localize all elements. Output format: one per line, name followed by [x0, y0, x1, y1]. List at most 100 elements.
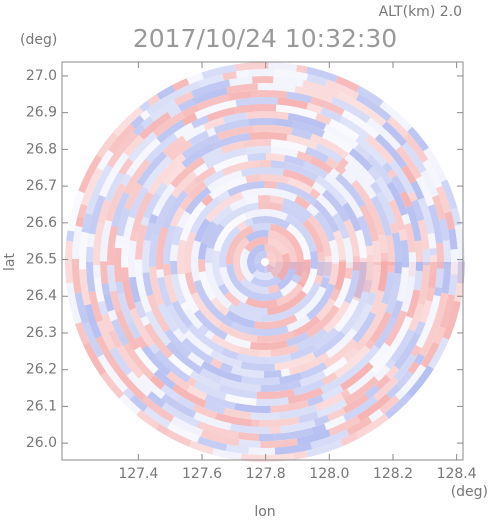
echo-cell — [100, 220, 113, 262]
y-tick-label: 27.0 — [26, 68, 57, 84]
echo-cell — [286, 331, 310, 347]
echo-cell — [381, 121, 407, 147]
echo-cell — [258, 433, 275, 441]
echo-cell — [138, 111, 172, 140]
echo-cell — [398, 228, 408, 241]
echo-cell — [201, 147, 223, 163]
echo-cell — [196, 94, 230, 111]
echo-cell — [259, 416, 300, 427]
echo-cell — [180, 301, 190, 312]
echo-cell — [260, 380, 302, 392]
echo-cell — [103, 293, 115, 312]
echo-cell — [420, 170, 439, 198]
echo-cell — [265, 153, 286, 162]
echo-cell — [309, 188, 321, 200]
echo-cell — [201, 64, 236, 79]
echo-cell — [181, 133, 220, 159]
echo-cell — [104, 171, 125, 202]
echo-cell — [85, 184, 103, 215]
echo-cell — [199, 368, 222, 384]
echo-cell — [292, 120, 325, 138]
echo-cell — [232, 236, 250, 283]
echo-cell — [234, 403, 271, 414]
echo-cell — [120, 173, 132, 187]
echo-cell — [167, 422, 200, 443]
echo-cell — [305, 139, 318, 150]
echo-cell — [139, 100, 152, 112]
y-unit: (deg) — [20, 32, 57, 48]
echo-cell — [384, 393, 412, 419]
echo-cell — [128, 240, 137, 278]
echo-cell — [251, 223, 271, 232]
echo-cell — [248, 117, 275, 126]
echo-cell — [400, 364, 427, 394]
echo-cell — [368, 342, 390, 367]
echo-cell — [245, 297, 279, 308]
echo-cell — [172, 78, 190, 92]
echo-cell — [177, 210, 191, 229]
echo-cell — [413, 353, 425, 366]
echo-cell — [311, 181, 327, 195]
echo-cell — [366, 154, 393, 185]
echo-cell — [161, 190, 189, 229]
echo-cell — [381, 272, 395, 305]
echo-cell — [245, 229, 269, 243]
echo-cell — [205, 378, 221, 391]
echo-cell — [189, 370, 208, 386]
echo-cell — [248, 68, 275, 77]
echo-cell — [407, 191, 418, 202]
echo-cell — [264, 243, 284, 278]
echo-cell — [177, 80, 201, 97]
echo-cell — [284, 162, 319, 182]
echo-cell — [139, 110, 151, 121]
echo-cell — [93, 264, 101, 279]
echo-cell — [218, 305, 230, 317]
echo-cell — [121, 245, 129, 268]
echo-cell — [75, 216, 85, 228]
echo-cell — [374, 364, 391, 382]
echo-cell — [335, 163, 347, 175]
echo-cell — [366, 117, 402, 151]
x-tick-label: 128.4 — [437, 466, 477, 482]
echo-cell — [340, 362, 374, 391]
echo-cell — [316, 193, 338, 217]
echo-cell — [356, 85, 384, 107]
echo-cell — [84, 303, 102, 339]
echo-cell — [194, 99, 237, 120]
y-tick-label: 26.5 — [26, 252, 57, 268]
echo-cell — [219, 362, 233, 373]
echo-cell — [339, 116, 370, 140]
echo-cell — [374, 317, 397, 350]
echo-cell — [191, 79, 231, 98]
echo-cell — [163, 263, 171, 276]
echo-cell — [140, 216, 150, 227]
echo-cell — [269, 223, 292, 239]
echo-cell — [286, 91, 312, 104]
echo-cell — [221, 160, 260, 176]
echo-cell — [219, 226, 241, 268]
echo-cell — [306, 73, 328, 86]
echo-cell — [171, 300, 193, 329]
echo-cell — [225, 444, 249, 455]
echo-cell — [257, 201, 283, 212]
echo-cell — [444, 211, 456, 230]
echo-cell — [316, 260, 326, 277]
y-tick-label: 26.7 — [26, 178, 57, 194]
echo-cell — [223, 112, 247, 124]
echo-cell — [353, 337, 368, 352]
echo-cell — [128, 131, 158, 163]
echo-cell — [396, 375, 409, 389]
echo-cell — [294, 85, 334, 104]
echo-cell — [273, 76, 285, 84]
echo-cell — [355, 279, 373, 314]
echo-cell — [142, 155, 173, 190]
echo-cell — [343, 395, 378, 422]
echo-cell — [192, 404, 217, 420]
echo-cell — [250, 262, 290, 287]
echo-cell — [414, 320, 426, 336]
echo-cell — [115, 368, 147, 402]
echo-cell — [99, 261, 109, 284]
echo-cell — [282, 168, 316, 188]
echo-cell — [346, 369, 377, 395]
echo-cell — [140, 191, 154, 209]
